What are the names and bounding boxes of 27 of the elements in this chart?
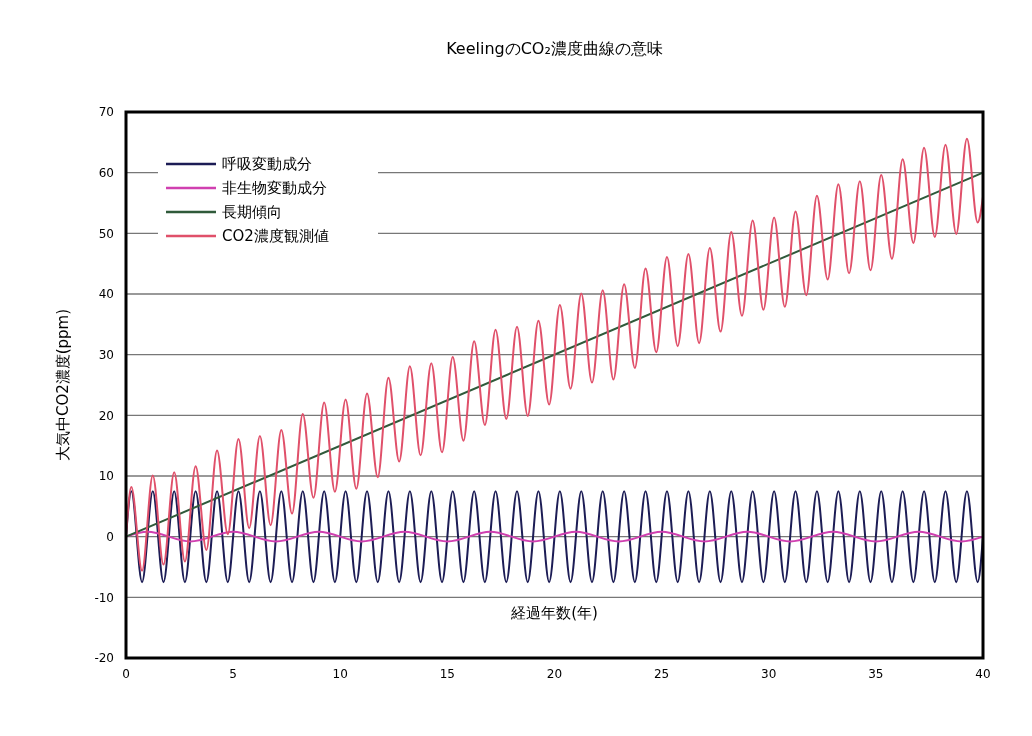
x-tick-label: 25: [653, 667, 670, 681]
x-tick-label: 20: [546, 667, 563, 681]
y-tick-label: 50: [98, 226, 114, 241]
x-axis-title: 経過年数(年): [510, 604, 598, 622]
y-tick-label: 40: [98, 287, 114, 302]
x-tick-label: 35: [868, 667, 884, 681]
x-tick-label: 0: [122, 667, 130, 681]
y-tick-label: -10: [94, 590, 114, 605]
y-axis-title: 大気中CO2濃度(ppm): [54, 308, 72, 462]
y-tick-label: 10: [98, 469, 114, 484]
y-tick-label: 0: [106, 529, 114, 544]
x-tick-label: 5: [229, 667, 237, 681]
x-tick-label: 10: [332, 667, 348, 681]
legend-label: 呼吸変動成分: [222, 155, 312, 174]
y-tick-label: 20: [98, 408, 114, 423]
y-tick-label: -20: [94, 651, 114, 666]
legend-label: CO2濃度観測値: [222, 227, 329, 246]
y-tick-label: 30: [98, 347, 114, 362]
legend-label: 非生物変動成分: [222, 179, 327, 198]
x-tick-label: 40: [975, 667, 991, 681]
x-tick-label: 15: [439, 667, 456, 681]
chart-title: KeelingのCO₂濃度曲線の意味: [446, 39, 663, 58]
line-series: [125, 137, 984, 572]
legend-label: 長期傾向: [222, 203, 282, 222]
y-tick-label: 60: [98, 165, 114, 180]
x-tick-label: 30: [761, 667, 777, 681]
y-tick-label: 70: [98, 105, 114, 120]
